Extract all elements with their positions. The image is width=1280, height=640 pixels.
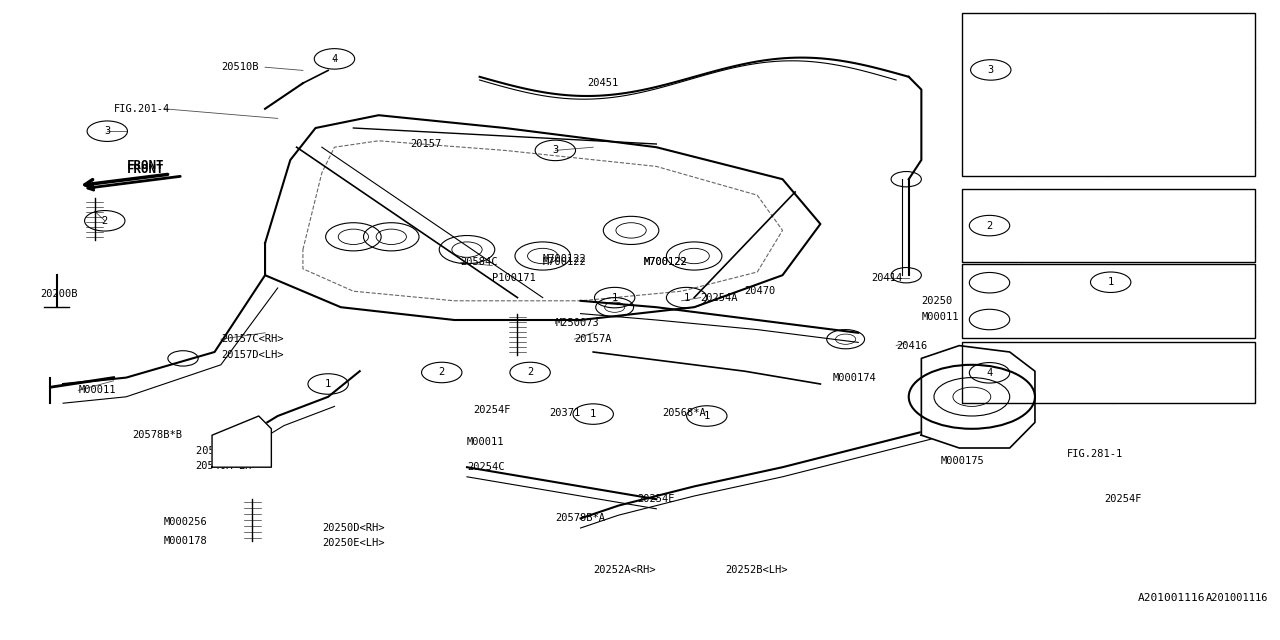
Text: M000175: M000175	[941, 456, 984, 466]
Text: 2: 2	[987, 221, 993, 230]
Text: M700122: M700122	[543, 254, 586, 264]
Polygon shape	[212, 416, 271, 467]
Text: (-'06MY0510): (-'06MY0510)	[1155, 353, 1219, 362]
Text: 20470: 20470	[745, 286, 776, 296]
Text: 20568*A: 20568*A	[663, 408, 707, 418]
Text: 20157D<LH>: 20157D<LH>	[221, 350, 283, 360]
Text: 20250: 20250	[922, 296, 952, 306]
FancyBboxPatch shape	[961, 342, 1254, 403]
Text: P100171: P100171	[493, 273, 536, 284]
Text: 20200B: 20200B	[41, 289, 78, 300]
Text: W130013: W130013	[1048, 353, 1089, 363]
Text: 20176B*A: 20176B*A	[1171, 36, 1219, 45]
Text: 2: 2	[439, 367, 445, 378]
Text: N350006: N350006	[1179, 277, 1220, 287]
FancyBboxPatch shape	[1083, 267, 1253, 298]
Text: 20584C: 20584C	[461, 257, 498, 268]
Text: M00011: M00011	[78, 385, 115, 396]
Text: 010108200(4): 010108200(4)	[1103, 278, 1174, 288]
Text: FRONT: FRONT	[127, 163, 164, 176]
Text: M250073: M250073	[556, 318, 599, 328]
Text: 20157C<RH>: 20157C<RH>	[221, 334, 283, 344]
Text: FRONT: FRONT	[127, 159, 164, 172]
Text: M00011: M00011	[467, 436, 504, 447]
Text: 20252A<RH>: 20252A<RH>	[593, 564, 655, 575]
Text: 2: 2	[101, 216, 108, 226]
Text: 20578B*B: 20578B*B	[133, 430, 183, 440]
Text: M700122: M700122	[644, 257, 687, 268]
Text: 1: 1	[1107, 277, 1114, 287]
Text: REAR: REAR	[1117, 144, 1139, 153]
Text: 023510000(4): 023510000(4)	[1103, 314, 1174, 324]
Text: 20254A: 20254A	[700, 292, 739, 303]
Text: A201001116: A201001116	[1138, 593, 1206, 604]
Text: (-'03MY0305): (-'03MY0305)	[1028, 36, 1092, 45]
Text: M700122: M700122	[644, 257, 687, 268]
Text: M000174: M000174	[833, 372, 877, 383]
Text: M000178: M000178	[164, 536, 207, 546]
Text: 3: 3	[988, 65, 993, 75]
Text: 20254F: 20254F	[474, 404, 511, 415]
FancyBboxPatch shape	[961, 189, 1254, 262]
Text: 20157: 20157	[410, 139, 442, 149]
Text: 20540 <RH>: 20540 <RH>	[196, 446, 259, 456]
Text: M00011: M00011	[922, 312, 959, 322]
Text: 20157A: 20157A	[575, 334, 612, 344]
Text: 3: 3	[552, 145, 558, 156]
Text: 2: 2	[527, 367, 534, 378]
Text: 20371: 20371	[549, 408, 580, 418]
Text: N: N	[987, 314, 992, 324]
Text: M700122: M700122	[543, 257, 586, 268]
Text: 1: 1	[612, 292, 618, 303]
Text: 20254F: 20254F	[1105, 494, 1142, 504]
Text: 3: 3	[104, 126, 110, 136]
Text: 20250D<RH>: 20250D<RH>	[321, 523, 384, 533]
Text: ALL: ALL	[1120, 36, 1137, 45]
Text: FIG.281-1: FIG.281-1	[1066, 449, 1123, 460]
Text: M000257: M000257	[1056, 203, 1094, 212]
Text: ('04MY0301-): ('04MY0301-)	[1028, 90, 1092, 99]
Text: B: B	[987, 278, 992, 288]
Text: 20414: 20414	[870, 273, 902, 284]
Text: 20176B*A: 20176B*A	[1171, 90, 1219, 99]
FancyBboxPatch shape	[961, 264, 1254, 338]
FancyBboxPatch shape	[961, 13, 1254, 176]
Text: M000256: M000256	[164, 516, 207, 527]
Text: M000283: M000283	[1056, 239, 1094, 248]
Text: 4: 4	[987, 368, 993, 378]
Text: ('06MY0510-): ('06MY0510-)	[1155, 383, 1219, 392]
Text: 1: 1	[684, 292, 690, 303]
Text: W140049: W140049	[1048, 383, 1089, 393]
Text: 1: 1	[590, 409, 596, 419]
Text: 20254E: 20254E	[637, 494, 675, 504]
Text: 1: 1	[325, 379, 332, 389]
Text: 1: 1	[704, 411, 710, 421]
Text: (-'04MY0309): (-'04MY0309)	[1125, 203, 1189, 212]
Text: FRONT: FRONT	[1115, 90, 1142, 99]
Text: ('04MY0310-): ('04MY0310-)	[1125, 239, 1189, 248]
Polygon shape	[922, 346, 1036, 448]
Text: 20451: 20451	[588, 78, 618, 88]
Text: 20578B*A: 20578B*A	[556, 513, 605, 524]
Text: 20176B*B: 20176B*B	[1171, 143, 1219, 153]
Text: 20540A<LH>: 20540A<LH>	[196, 461, 259, 471]
Text: 4: 4	[332, 54, 338, 64]
Text: A201001116: A201001116	[1206, 593, 1268, 604]
Text: 20250E<LH>: 20250E<LH>	[321, 538, 384, 548]
Text: FIG.201-4: FIG.201-4	[114, 104, 170, 114]
Text: 20252B<LH>: 20252B<LH>	[726, 564, 788, 575]
Text: 20254C: 20254C	[467, 462, 504, 472]
Text: 20416: 20416	[896, 340, 928, 351]
Text: 20510B: 20510B	[221, 62, 259, 72]
